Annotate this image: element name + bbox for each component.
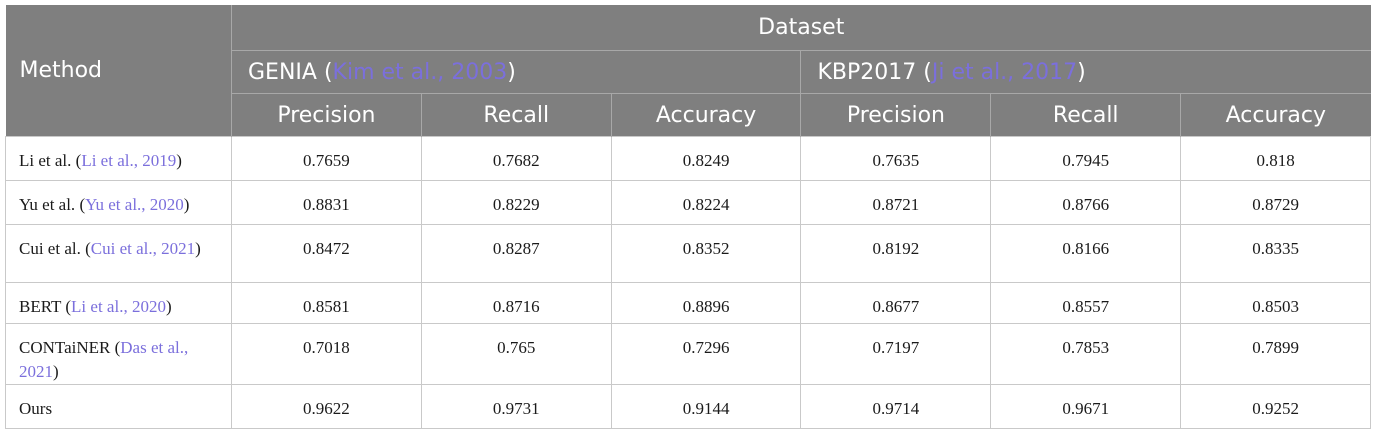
method-cell: Yu et al. (Yu et al., 2020) — [5, 180, 232, 225]
value-cell: 0.8229 — [420, 180, 612, 225]
value-cell: 0.8472 — [231, 224, 422, 283]
value-cell: 0.9144 — [610, 384, 802, 429]
citation-open: ( — [316, 59, 333, 85]
table-row: Cui et al. (Cui et al., 2021) 0.8472 0.8… — [5, 224, 1371, 283]
citation-link[interactable]: Li et al., 2020 — [71, 297, 166, 316]
value-cell: 0.9671 — [990, 384, 1182, 429]
method-name: CONTaiNER — [19, 338, 111, 357]
citation-link[interactable]: Ji et al., 2017 — [931, 59, 1078, 85]
value-cell: 0.8721 — [800, 180, 992, 225]
metric-header: Precision — [800, 93, 992, 137]
value-cell: 0.7296 — [610, 323, 802, 385]
group-name: GENIA — [248, 59, 317, 85]
value-cell: 0.8729 — [1180, 180, 1371, 225]
value-cell: 0.8677 — [800, 282, 992, 324]
value-cell: 0.7853 — [990, 323, 1182, 385]
table-row: BERT (Li et al., 2020) 0.8581 0.8716 0.8… — [5, 282, 1371, 324]
value-cell: 0.8557 — [990, 282, 1182, 324]
method-name: Li et al. — [19, 151, 72, 170]
citation-close: ) — [507, 59, 516, 85]
value-cell: 0.7197 — [800, 323, 992, 385]
citation-link[interactable]: Kim et al., 2003 — [332, 59, 508, 85]
citation-link[interactable]: Das et al., 2021 — [19, 338, 189, 381]
citation-open: ( — [61, 297, 72, 316]
value-cell: 0.8831 — [231, 180, 422, 225]
dataset-header: Dataset — [231, 5, 1371, 51]
value-cell: 0.8287 — [420, 224, 612, 283]
group-name: KBP2017 — [817, 59, 917, 85]
value-cell: 0.8166 — [990, 224, 1182, 283]
table-row: Yu et al. (Yu et al., 2020) 0.8831 0.822… — [5, 180, 1371, 225]
citation-open: ( — [75, 195, 86, 214]
value-cell: 0.7018 — [231, 323, 422, 385]
table-row: Ours 0.9622 0.9731 0.9144 0.9714 0.9671 … — [5, 384, 1371, 429]
method-name: Ours — [19, 399, 53, 418]
value-cell: 0.8503 — [1180, 282, 1371, 324]
genia-group-header: GENIA (Kim et al., 2003) — [231, 50, 802, 94]
value-cell: 0.8352 — [610, 224, 802, 283]
citation-open: ( — [71, 151, 82, 170]
method-name: Cui et al. — [19, 239, 81, 258]
citation-close: ) — [53, 362, 59, 381]
kbp2017-group-header: KBP2017 (Ji et al., 2017) — [800, 50, 1371, 94]
method-cell: Cui et al. (Cui et al., 2021) — [5, 224, 232, 283]
value-cell: 0.818 — [1180, 136, 1371, 181]
method-cell: CONTaiNER (Das et al., 2021) — [5, 323, 232, 385]
table-body: Li et al. (Li et al., 2019) 0.7659 0.768… — [5, 136, 1371, 429]
method-cell: Ours — [5, 384, 232, 429]
value-cell: 0.9731 — [420, 384, 612, 429]
value-cell: 0.7635 — [800, 136, 992, 181]
value-cell: 0.8716 — [420, 282, 612, 324]
value-cell: 0.8335 — [1180, 224, 1371, 283]
value-cell: 0.9622 — [231, 384, 422, 429]
citation-link[interactable]: Yu et al., 2020 — [85, 195, 184, 214]
metric-header: Recall — [421, 93, 612, 137]
value-cell: 0.8581 — [231, 282, 422, 324]
citation-open: ( — [916, 59, 932, 85]
metric-header: Accuracy — [1180, 93, 1371, 137]
method-cell: BERT (Li et al., 2020) — [5, 282, 232, 324]
value-cell: 0.7945 — [990, 136, 1182, 181]
results-table-wrapper: Method Dataset GENIA (Kim et al., 2003) … — [5, 5, 1371, 429]
value-cell: 0.9252 — [1180, 384, 1371, 429]
citation-link[interactable]: Cui et al., 2021 — [90, 239, 196, 258]
value-cell: 0.7899 — [1180, 323, 1371, 385]
value-cell: 0.8224 — [610, 180, 802, 225]
citation-close: ) — [183, 195, 190, 214]
citation-open: ( — [80, 239, 91, 258]
results-table: Method Dataset GENIA (Kim et al., 2003) … — [5, 5, 1371, 429]
value-cell: 0.8766 — [990, 180, 1182, 225]
citation-open: ( — [110, 338, 121, 357]
citation-close: ) — [165, 297, 172, 316]
metric-header: Precision — [231, 93, 422, 137]
value-cell: 0.765 — [420, 323, 612, 385]
citation-close: ) — [176, 151, 182, 170]
citation-link[interactable]: Li et al., 2019 — [81, 151, 177, 170]
method-name: Yu et al. — [19, 195, 76, 214]
value-cell: 0.9714 — [800, 384, 992, 429]
metric-header: Accuracy — [611, 93, 802, 137]
citation-close: ) — [195, 239, 201, 258]
table-header: Method Dataset GENIA (Kim et al., 2003) … — [5, 5, 1371, 137]
metric-header: Recall — [990, 93, 1182, 137]
value-cell: 0.8896 — [610, 282, 802, 324]
method-column-header: Method — [5, 5, 232, 137]
table-row: Li et al. (Li et al., 2019) 0.7659 0.768… — [5, 136, 1371, 181]
value-cell: 0.8192 — [800, 224, 992, 283]
method-cell: Li et al. (Li et al., 2019) — [5, 136, 232, 181]
table-row: CONTaiNER (Das et al., 2021) 0.7018 0.76… — [5, 323, 1371, 385]
citation-close: ) — [1077, 59, 1086, 85]
value-cell: 0.8249 — [610, 136, 802, 181]
value-cell: 0.7659 — [231, 136, 422, 181]
value-cell: 0.7682 — [420, 136, 612, 181]
method-name: BERT — [19, 297, 62, 316]
